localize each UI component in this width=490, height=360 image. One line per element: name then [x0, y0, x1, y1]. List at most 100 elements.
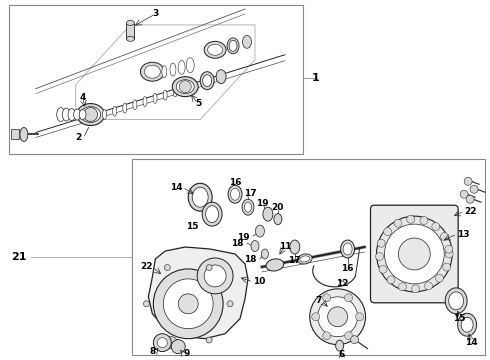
Ellipse shape [228, 185, 242, 203]
FancyBboxPatch shape [370, 205, 458, 303]
Circle shape [206, 337, 212, 343]
Text: 14: 14 [170, 183, 182, 192]
Ellipse shape [251, 240, 259, 252]
Circle shape [407, 215, 415, 223]
Text: 8: 8 [149, 347, 155, 356]
Text: 21: 21 [11, 252, 26, 262]
Text: 19: 19 [256, 199, 268, 208]
Ellipse shape [20, 127, 28, 141]
Ellipse shape [458, 313, 477, 336]
Text: 5: 5 [195, 99, 201, 108]
Circle shape [204, 265, 226, 287]
Circle shape [436, 274, 443, 282]
Ellipse shape [229, 40, 237, 51]
Polygon shape [126, 23, 134, 39]
Circle shape [172, 339, 185, 354]
Text: 3: 3 [152, 9, 158, 18]
Ellipse shape [200, 72, 214, 90]
Text: 14: 14 [465, 338, 477, 347]
Circle shape [350, 336, 359, 344]
Circle shape [442, 263, 451, 271]
Bar [132, 159, 485, 355]
Circle shape [153, 269, 223, 339]
Ellipse shape [445, 288, 467, 314]
Circle shape [323, 294, 331, 302]
Text: 22: 22 [464, 207, 477, 216]
Circle shape [157, 338, 167, 348]
Circle shape [384, 228, 392, 235]
Circle shape [323, 332, 331, 340]
Ellipse shape [57, 108, 65, 122]
Circle shape [164, 265, 171, 271]
Text: 12: 12 [336, 279, 349, 288]
Ellipse shape [170, 63, 176, 76]
Ellipse shape [255, 225, 265, 237]
Bar [9, 5, 303, 154]
Ellipse shape [113, 106, 117, 116]
Ellipse shape [206, 206, 219, 222]
Circle shape [387, 276, 395, 284]
Ellipse shape [203, 75, 212, 87]
Text: 10: 10 [253, 278, 266, 287]
Ellipse shape [336, 340, 343, 351]
Text: 7: 7 [316, 296, 322, 305]
Ellipse shape [62, 108, 70, 121]
Circle shape [412, 285, 419, 293]
Ellipse shape [263, 207, 273, 221]
Ellipse shape [204, 41, 226, 58]
Circle shape [144, 301, 149, 307]
Ellipse shape [231, 188, 240, 200]
Circle shape [179, 81, 191, 93]
Circle shape [312, 313, 319, 321]
Ellipse shape [126, 36, 134, 41]
Circle shape [164, 337, 171, 343]
Circle shape [460, 190, 468, 198]
Ellipse shape [227, 38, 239, 54]
Circle shape [394, 219, 402, 227]
Ellipse shape [186, 58, 194, 73]
Ellipse shape [216, 70, 226, 84]
Circle shape [153, 334, 172, 352]
Ellipse shape [176, 80, 194, 94]
Text: 17: 17 [289, 256, 301, 265]
Circle shape [227, 301, 233, 307]
Text: 15: 15 [453, 314, 466, 323]
Polygon shape [148, 247, 248, 339]
Ellipse shape [262, 249, 269, 259]
Ellipse shape [242, 199, 254, 215]
Ellipse shape [102, 109, 106, 120]
Text: 15: 15 [186, 222, 198, 231]
Circle shape [328, 307, 347, 327]
Ellipse shape [68, 109, 75, 121]
Ellipse shape [74, 109, 81, 120]
Ellipse shape [133, 100, 137, 110]
Text: 18: 18 [245, 256, 257, 265]
Text: 20: 20 [271, 203, 284, 212]
Circle shape [445, 245, 453, 253]
Ellipse shape [297, 254, 312, 264]
Ellipse shape [153, 93, 157, 103]
Ellipse shape [145, 65, 160, 78]
Ellipse shape [76, 104, 104, 126]
Ellipse shape [341, 240, 355, 258]
Polygon shape [11, 130, 19, 139]
Text: 16: 16 [229, 178, 241, 187]
Text: 17: 17 [244, 189, 256, 198]
Text: 13: 13 [457, 230, 469, 239]
Ellipse shape [162, 66, 167, 78]
Text: 18: 18 [231, 239, 244, 248]
Circle shape [84, 108, 98, 122]
Circle shape [398, 238, 430, 270]
Ellipse shape [245, 202, 251, 212]
Ellipse shape [192, 187, 208, 207]
Polygon shape [163, 339, 178, 346]
Ellipse shape [274, 213, 282, 225]
Circle shape [163, 279, 213, 329]
Circle shape [318, 297, 358, 337]
Ellipse shape [243, 35, 251, 48]
Ellipse shape [79, 109, 86, 120]
Circle shape [375, 252, 384, 260]
Ellipse shape [81, 107, 100, 122]
Circle shape [470, 185, 478, 193]
Circle shape [376, 216, 452, 292]
